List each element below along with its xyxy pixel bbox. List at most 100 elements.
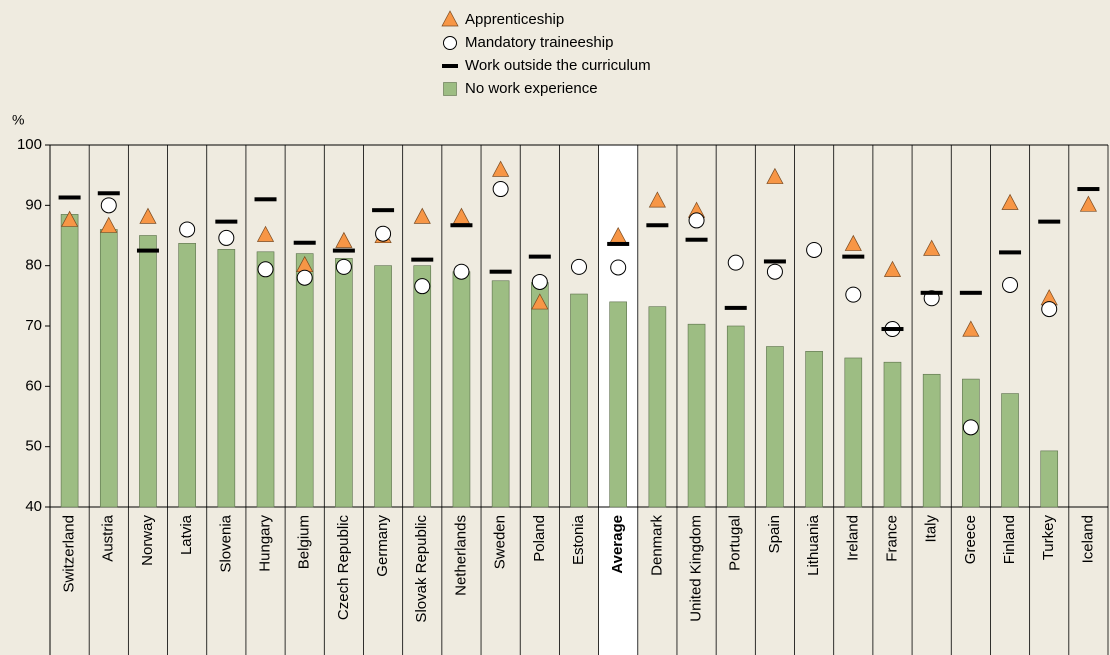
y-tick-label: 50 [25,438,42,455]
legend-label: Work outside the curriculum [465,57,651,74]
x-tick-label: Slovenia [217,514,234,572]
x-tick-label: Hungary [256,515,273,572]
x-tick-label: Sweden [492,515,509,569]
x-tick-label: Turkey [1040,515,1057,561]
bar [1040,450,1059,508]
bar [178,243,196,508]
legend-label: Apprenticeship [465,11,564,28]
circle-marker [610,259,627,276]
dash-marker [763,259,786,264]
dash-marker [959,290,982,295]
triangle-marker [61,210,79,227]
x-tick-label: Czech Republic [335,515,352,621]
bar [491,280,510,508]
bar [570,293,588,508]
triangle-marker [766,167,784,184]
bar [726,325,745,508]
dash-marker [1038,219,1061,224]
x-tick-label: Greece [962,515,979,564]
triangle-marker [531,293,549,310]
circle-marker [727,254,744,271]
dash-marker [372,208,395,213]
x-tick-label: Austria [100,514,117,561]
bar [256,251,275,508]
triangle-marker [883,260,902,277]
bar [883,361,902,508]
y-tick-label: 40 [25,498,42,515]
triangle-marker [962,320,980,337]
circle-marker [218,229,235,246]
circle-marker [296,269,313,286]
x-tick-label: Portugal [727,515,744,571]
dash-marker [842,254,865,259]
triangle-marker [335,231,353,248]
circle-marker [845,286,862,303]
dash-marker [215,219,238,224]
bar [374,265,392,508]
triangle-marker [413,207,431,224]
dash-marker [58,195,81,200]
x-tick-label: Finland [1001,515,1018,564]
x-tick-label: Denmark [648,515,665,576]
x-tick-label: Norway [139,515,156,566]
circle-marker [335,258,352,275]
circle-marker [688,212,705,229]
triangle-marker [1001,193,1019,210]
triangle-marker [452,207,471,224]
bar [60,214,79,508]
triangle-marker [923,239,941,256]
bar [217,249,236,508]
legend-symbol [441,10,459,27]
bar [609,301,627,508]
bar [413,265,432,508]
legend-symbol [443,36,457,50]
bar [805,351,823,508]
circle-marker [492,181,509,198]
y-tick-label: 70 [25,317,42,334]
x-tick-label: Spain [766,515,783,553]
dash-marker [999,250,1022,255]
circle-marker [1002,276,1019,293]
dash-marker [254,197,277,202]
dash-marker [528,254,551,259]
bar [295,253,314,508]
circle-marker [257,261,274,278]
dash-marker [920,290,943,295]
bar [844,357,863,508]
circle-marker [453,263,470,280]
circle-marker [179,221,196,238]
x-tick-label: Average [609,515,626,574]
y-tick-label: 60 [25,377,42,394]
dash-marker [646,223,669,228]
bar [766,346,784,508]
x-tick-label: Belgium [296,515,313,569]
bar [962,378,980,508]
y-axis-label: % [12,112,24,128]
x-tick-label: Estonia [570,514,587,565]
dash-marker [489,269,512,274]
x-tick-label: France [883,515,900,562]
bar [1001,393,1019,508]
x-tick-label: Germany [374,515,391,577]
bar [139,235,157,508]
x-tick-label: Iceland [1079,515,1096,563]
x-tick-label: United Kingdom [688,515,705,622]
triangle-marker [1079,195,1097,212]
triangle-marker [256,225,275,242]
x-tick-label: Latvia [178,514,195,555]
x-tick-label: Ireland [844,515,861,561]
circle-marker [766,263,783,280]
dash-marker [136,248,159,253]
circle-marker [414,278,431,295]
bar [922,373,941,508]
x-tick-label: Switzerland [61,515,78,593]
triangle-marker [844,234,862,251]
dash-marker [97,191,120,196]
y-tick-label: 80 [25,257,42,274]
circle-marker [100,197,117,214]
bar [99,229,118,508]
circle-marker [806,241,823,258]
y-tick-label: 100 [17,136,42,153]
x-tick-label: Italy [923,515,940,543]
